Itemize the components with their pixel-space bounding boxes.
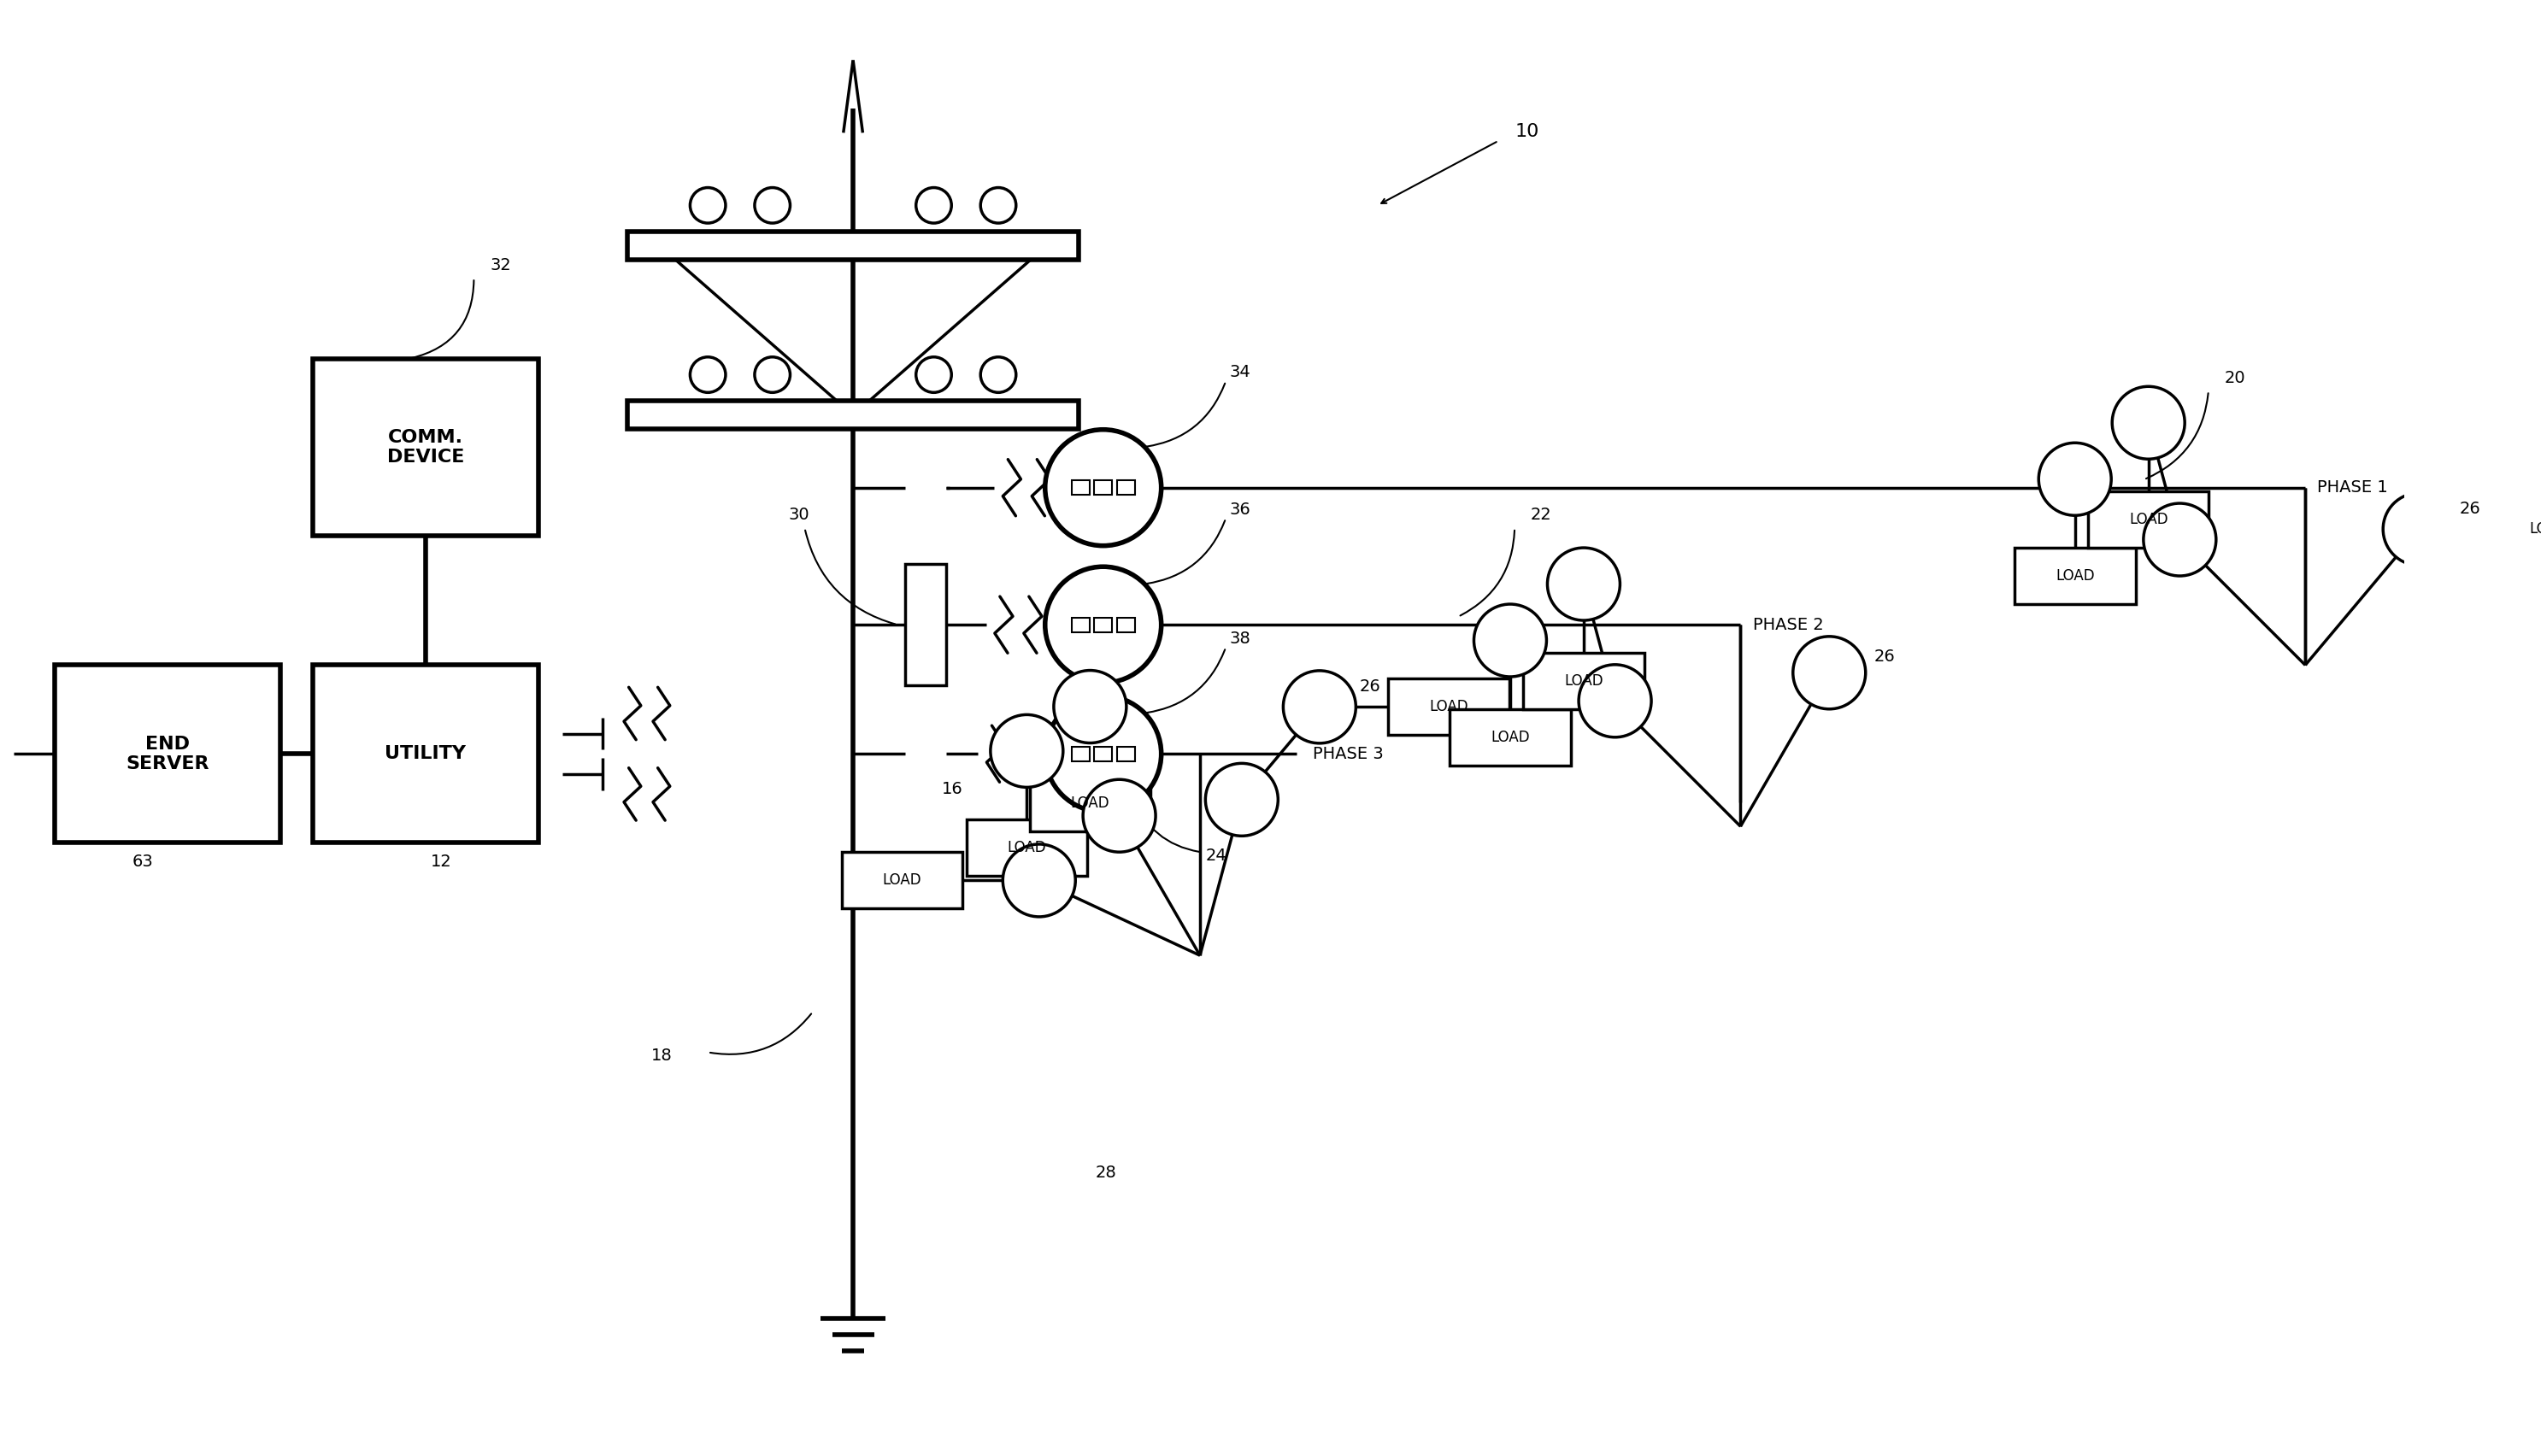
FancyBboxPatch shape <box>1072 480 1090 495</box>
FancyBboxPatch shape <box>628 400 1080 430</box>
FancyBboxPatch shape <box>966 820 1088 877</box>
FancyBboxPatch shape <box>313 665 539 843</box>
Text: 32: 32 <box>490 258 511 274</box>
Text: END
SERVER: END SERVER <box>125 735 208 772</box>
FancyBboxPatch shape <box>2488 501 2541 558</box>
Circle shape <box>1044 696 1161 812</box>
FancyBboxPatch shape <box>1451 709 1570 766</box>
Circle shape <box>1474 604 1547 677</box>
Text: 24: 24 <box>1204 847 1227 863</box>
Circle shape <box>915 357 950 393</box>
Circle shape <box>1283 671 1357 743</box>
FancyBboxPatch shape <box>313 358 539 536</box>
FancyBboxPatch shape <box>1387 678 1509 735</box>
FancyBboxPatch shape <box>1095 747 1113 761</box>
Text: LOAD: LOAD <box>1428 699 1469 715</box>
Circle shape <box>981 357 1016 393</box>
Text: 34: 34 <box>1230 364 1250 380</box>
Circle shape <box>1204 763 1278 836</box>
Circle shape <box>1055 670 1126 743</box>
Circle shape <box>1578 664 1652 737</box>
Text: 36: 36 <box>1230 501 1250 518</box>
FancyBboxPatch shape <box>1072 747 1090 761</box>
FancyBboxPatch shape <box>2015 547 2134 604</box>
Text: UTILITY: UTILITY <box>384 745 465 763</box>
Circle shape <box>691 357 727 393</box>
Text: LOAD: LOAD <box>2056 568 2094 584</box>
Circle shape <box>2038 443 2112 515</box>
Circle shape <box>981 188 1016 223</box>
Text: LOAD: LOAD <box>882 872 922 888</box>
Circle shape <box>2112 386 2185 459</box>
FancyBboxPatch shape <box>1118 617 1136 632</box>
Text: 28: 28 <box>1095 1165 1115 1181</box>
Circle shape <box>915 188 950 223</box>
Text: LOAD: LOAD <box>2528 521 2541 537</box>
FancyBboxPatch shape <box>53 665 280 843</box>
Text: 26: 26 <box>1359 678 1380 695</box>
Text: PHASE 3: PHASE 3 <box>1314 745 1385 761</box>
Text: LOAD: LOAD <box>1006 840 1047 856</box>
Circle shape <box>755 188 790 223</box>
FancyBboxPatch shape <box>1072 617 1090 632</box>
FancyBboxPatch shape <box>628 232 1080 259</box>
Text: PHASE 2: PHASE 2 <box>1753 617 1824 633</box>
Text: 63: 63 <box>132 853 152 871</box>
Text: LOAD: LOAD <box>1492 729 1530 745</box>
Text: LOAD: LOAD <box>1070 796 1110 811</box>
Circle shape <box>1004 844 1075 917</box>
Circle shape <box>1044 566 1161 683</box>
Text: 16: 16 <box>943 782 963 798</box>
Circle shape <box>1044 430 1161 546</box>
Text: 10: 10 <box>1514 124 1540 140</box>
Circle shape <box>2145 504 2216 577</box>
FancyBboxPatch shape <box>2089 491 2208 547</box>
FancyBboxPatch shape <box>1029 775 1151 831</box>
Circle shape <box>755 357 790 393</box>
FancyBboxPatch shape <box>1522 652 1644 709</box>
Circle shape <box>1794 636 1865 709</box>
FancyBboxPatch shape <box>841 852 963 909</box>
FancyBboxPatch shape <box>1095 617 1113 632</box>
FancyBboxPatch shape <box>1095 480 1113 495</box>
Text: 18: 18 <box>650 1047 673 1064</box>
Circle shape <box>1547 547 1621 620</box>
Text: 12: 12 <box>432 853 452 871</box>
Text: 38: 38 <box>1230 630 1250 646</box>
Circle shape <box>1082 779 1156 852</box>
FancyBboxPatch shape <box>905 565 945 686</box>
FancyBboxPatch shape <box>1118 480 1136 495</box>
Text: 26: 26 <box>2460 501 2480 517</box>
Circle shape <box>691 188 727 223</box>
Text: LOAD: LOAD <box>1565 673 1603 689</box>
Text: 30: 30 <box>788 507 811 523</box>
Text: 20: 20 <box>2223 370 2246 386</box>
Text: LOAD: LOAD <box>2129 513 2167 527</box>
Text: COMM.
DEVICE: COMM. DEVICE <box>386 430 465 466</box>
Circle shape <box>2383 494 2455 565</box>
FancyBboxPatch shape <box>1118 747 1136 761</box>
Text: PHASE 1: PHASE 1 <box>2317 479 2389 495</box>
Text: 26: 26 <box>1873 648 1896 665</box>
Circle shape <box>991 715 1062 788</box>
Text: 22: 22 <box>1530 507 1553 523</box>
